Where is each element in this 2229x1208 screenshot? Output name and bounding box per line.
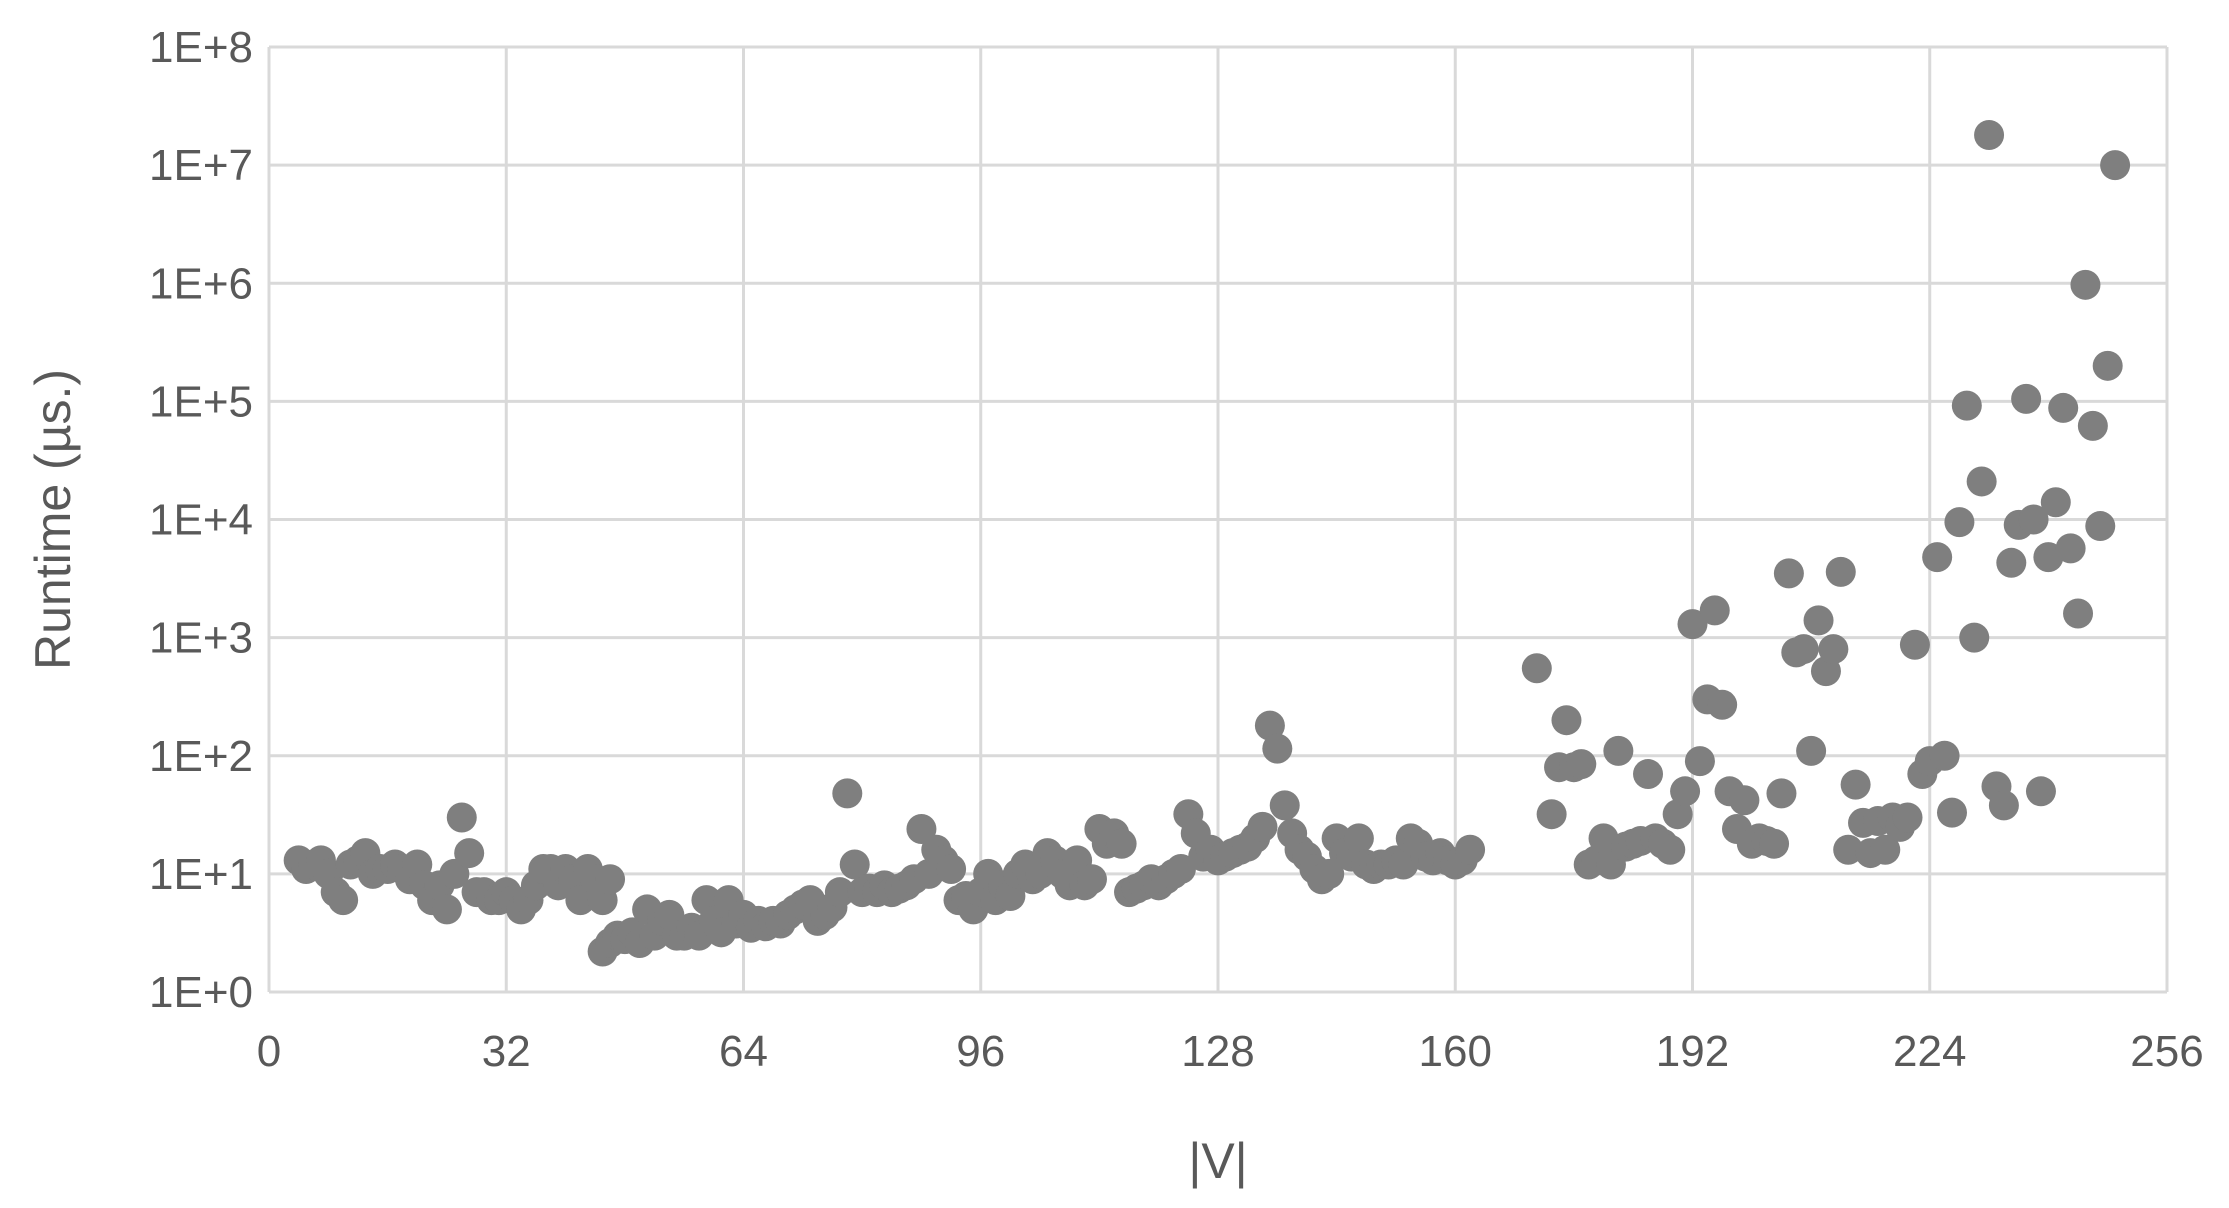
data-point xyxy=(832,778,863,809)
grid-lines xyxy=(267,45,2169,994)
y-tick-label: 1E+1 xyxy=(149,850,253,899)
data-point xyxy=(1670,776,1701,807)
data-point xyxy=(565,885,596,916)
data-point xyxy=(1254,710,1285,741)
y-tick-label: 1E+7 xyxy=(149,141,253,190)
data-point xyxy=(328,885,359,916)
data-point xyxy=(1536,799,1567,830)
data-point xyxy=(1892,802,1923,833)
data-point xyxy=(2100,150,2131,181)
data-point xyxy=(1773,558,1804,589)
data-point xyxy=(1966,466,1997,497)
data-point xyxy=(1076,864,1107,895)
data-point xyxy=(1633,759,1664,790)
data-point xyxy=(1818,634,1849,665)
data-point xyxy=(1684,746,1715,777)
data-point xyxy=(1788,634,1819,665)
data-point xyxy=(2040,487,2071,518)
data-point xyxy=(1521,653,1552,684)
data-point xyxy=(1944,507,1975,538)
data-point xyxy=(1929,740,1960,771)
x-axis-title: |V| xyxy=(1188,1133,1247,1189)
data-point xyxy=(1833,834,1864,865)
data-point xyxy=(595,864,626,895)
data-points xyxy=(283,119,2131,967)
data-point xyxy=(1936,797,1967,828)
data-point xyxy=(1796,735,1827,766)
data-point xyxy=(1870,834,1901,865)
data-point xyxy=(1766,778,1797,809)
y-tick-label: 1E+4 xyxy=(149,496,253,545)
data-point xyxy=(1603,735,1634,766)
data-point xyxy=(1959,622,1990,653)
data-point xyxy=(1899,629,1930,660)
x-tick-label: 224 xyxy=(1893,1027,1966,1076)
data-point xyxy=(1677,609,1708,640)
data-point xyxy=(1269,790,1300,821)
x-tick-label: 128 xyxy=(1181,1027,1254,1076)
x-tick-label: 192 xyxy=(1656,1027,1729,1076)
data-point xyxy=(2063,598,2094,629)
y-tick-label: 1E+2 xyxy=(149,732,253,781)
data-point xyxy=(1455,834,1486,865)
data-point xyxy=(2092,350,2123,381)
data-point xyxy=(1707,689,1738,720)
data-point xyxy=(2055,533,2086,564)
y-tick-label: 1E+3 xyxy=(149,614,253,663)
x-tick-label: 256 xyxy=(2130,1027,2203,1076)
data-point xyxy=(431,894,462,925)
x-tick-label: 0 xyxy=(257,1027,281,1076)
data-point xyxy=(1840,769,1871,800)
x-tick-label: 96 xyxy=(956,1027,1005,1076)
data-point xyxy=(1825,556,1856,587)
data-point xyxy=(439,858,470,889)
data-point xyxy=(2085,511,2116,542)
data-point xyxy=(1314,858,1345,889)
data-point xyxy=(906,813,937,844)
data-point xyxy=(1662,799,1693,830)
data-point xyxy=(2025,776,2056,807)
x-tick-label: 64 xyxy=(719,1027,768,1076)
data-point xyxy=(1106,828,1137,859)
data-point xyxy=(936,853,967,884)
data-point xyxy=(1699,595,1730,626)
data-point xyxy=(2077,410,2108,441)
data-point xyxy=(2018,504,2049,535)
data-point xyxy=(1551,705,1582,736)
data-point xyxy=(1655,834,1686,865)
data-point xyxy=(1988,790,2019,821)
data-point xyxy=(1262,733,1293,764)
y-tick-label: 1E+0 xyxy=(149,968,253,1017)
y-axis-title: Runtime (µs.) xyxy=(25,369,81,670)
data-point xyxy=(2070,269,2101,300)
data-point xyxy=(1165,853,1196,884)
data-point xyxy=(2048,392,2079,423)
data-point xyxy=(454,838,485,869)
data-point xyxy=(2011,383,2042,414)
data-point xyxy=(1343,823,1374,854)
data-point xyxy=(1922,542,1953,573)
data-point xyxy=(1729,785,1760,816)
data-point xyxy=(839,849,870,880)
data-point xyxy=(446,802,477,833)
data-point xyxy=(1803,605,1834,636)
data-point xyxy=(1247,811,1278,842)
tick-labels: 1E+0 1E+1 1E+2 1E+3 1E+4 1E+5 1E+6 1E+7 1E+8 0 32 6… xyxy=(149,23,2204,1076)
y-tick-label: 1E+6 xyxy=(149,259,253,308)
data-point xyxy=(1974,119,2005,150)
data-point xyxy=(1996,547,2027,578)
x-tick-label: 160 xyxy=(1419,1027,1492,1076)
data-point xyxy=(1759,828,1790,859)
data-point xyxy=(1566,749,1597,780)
x-tick-label: 32 xyxy=(482,1027,531,1076)
data-point xyxy=(1951,390,1982,421)
data-point xyxy=(824,877,855,908)
y-tick-label: 1E+8 xyxy=(149,23,253,72)
y-tick-label: 1E+5 xyxy=(149,377,253,426)
